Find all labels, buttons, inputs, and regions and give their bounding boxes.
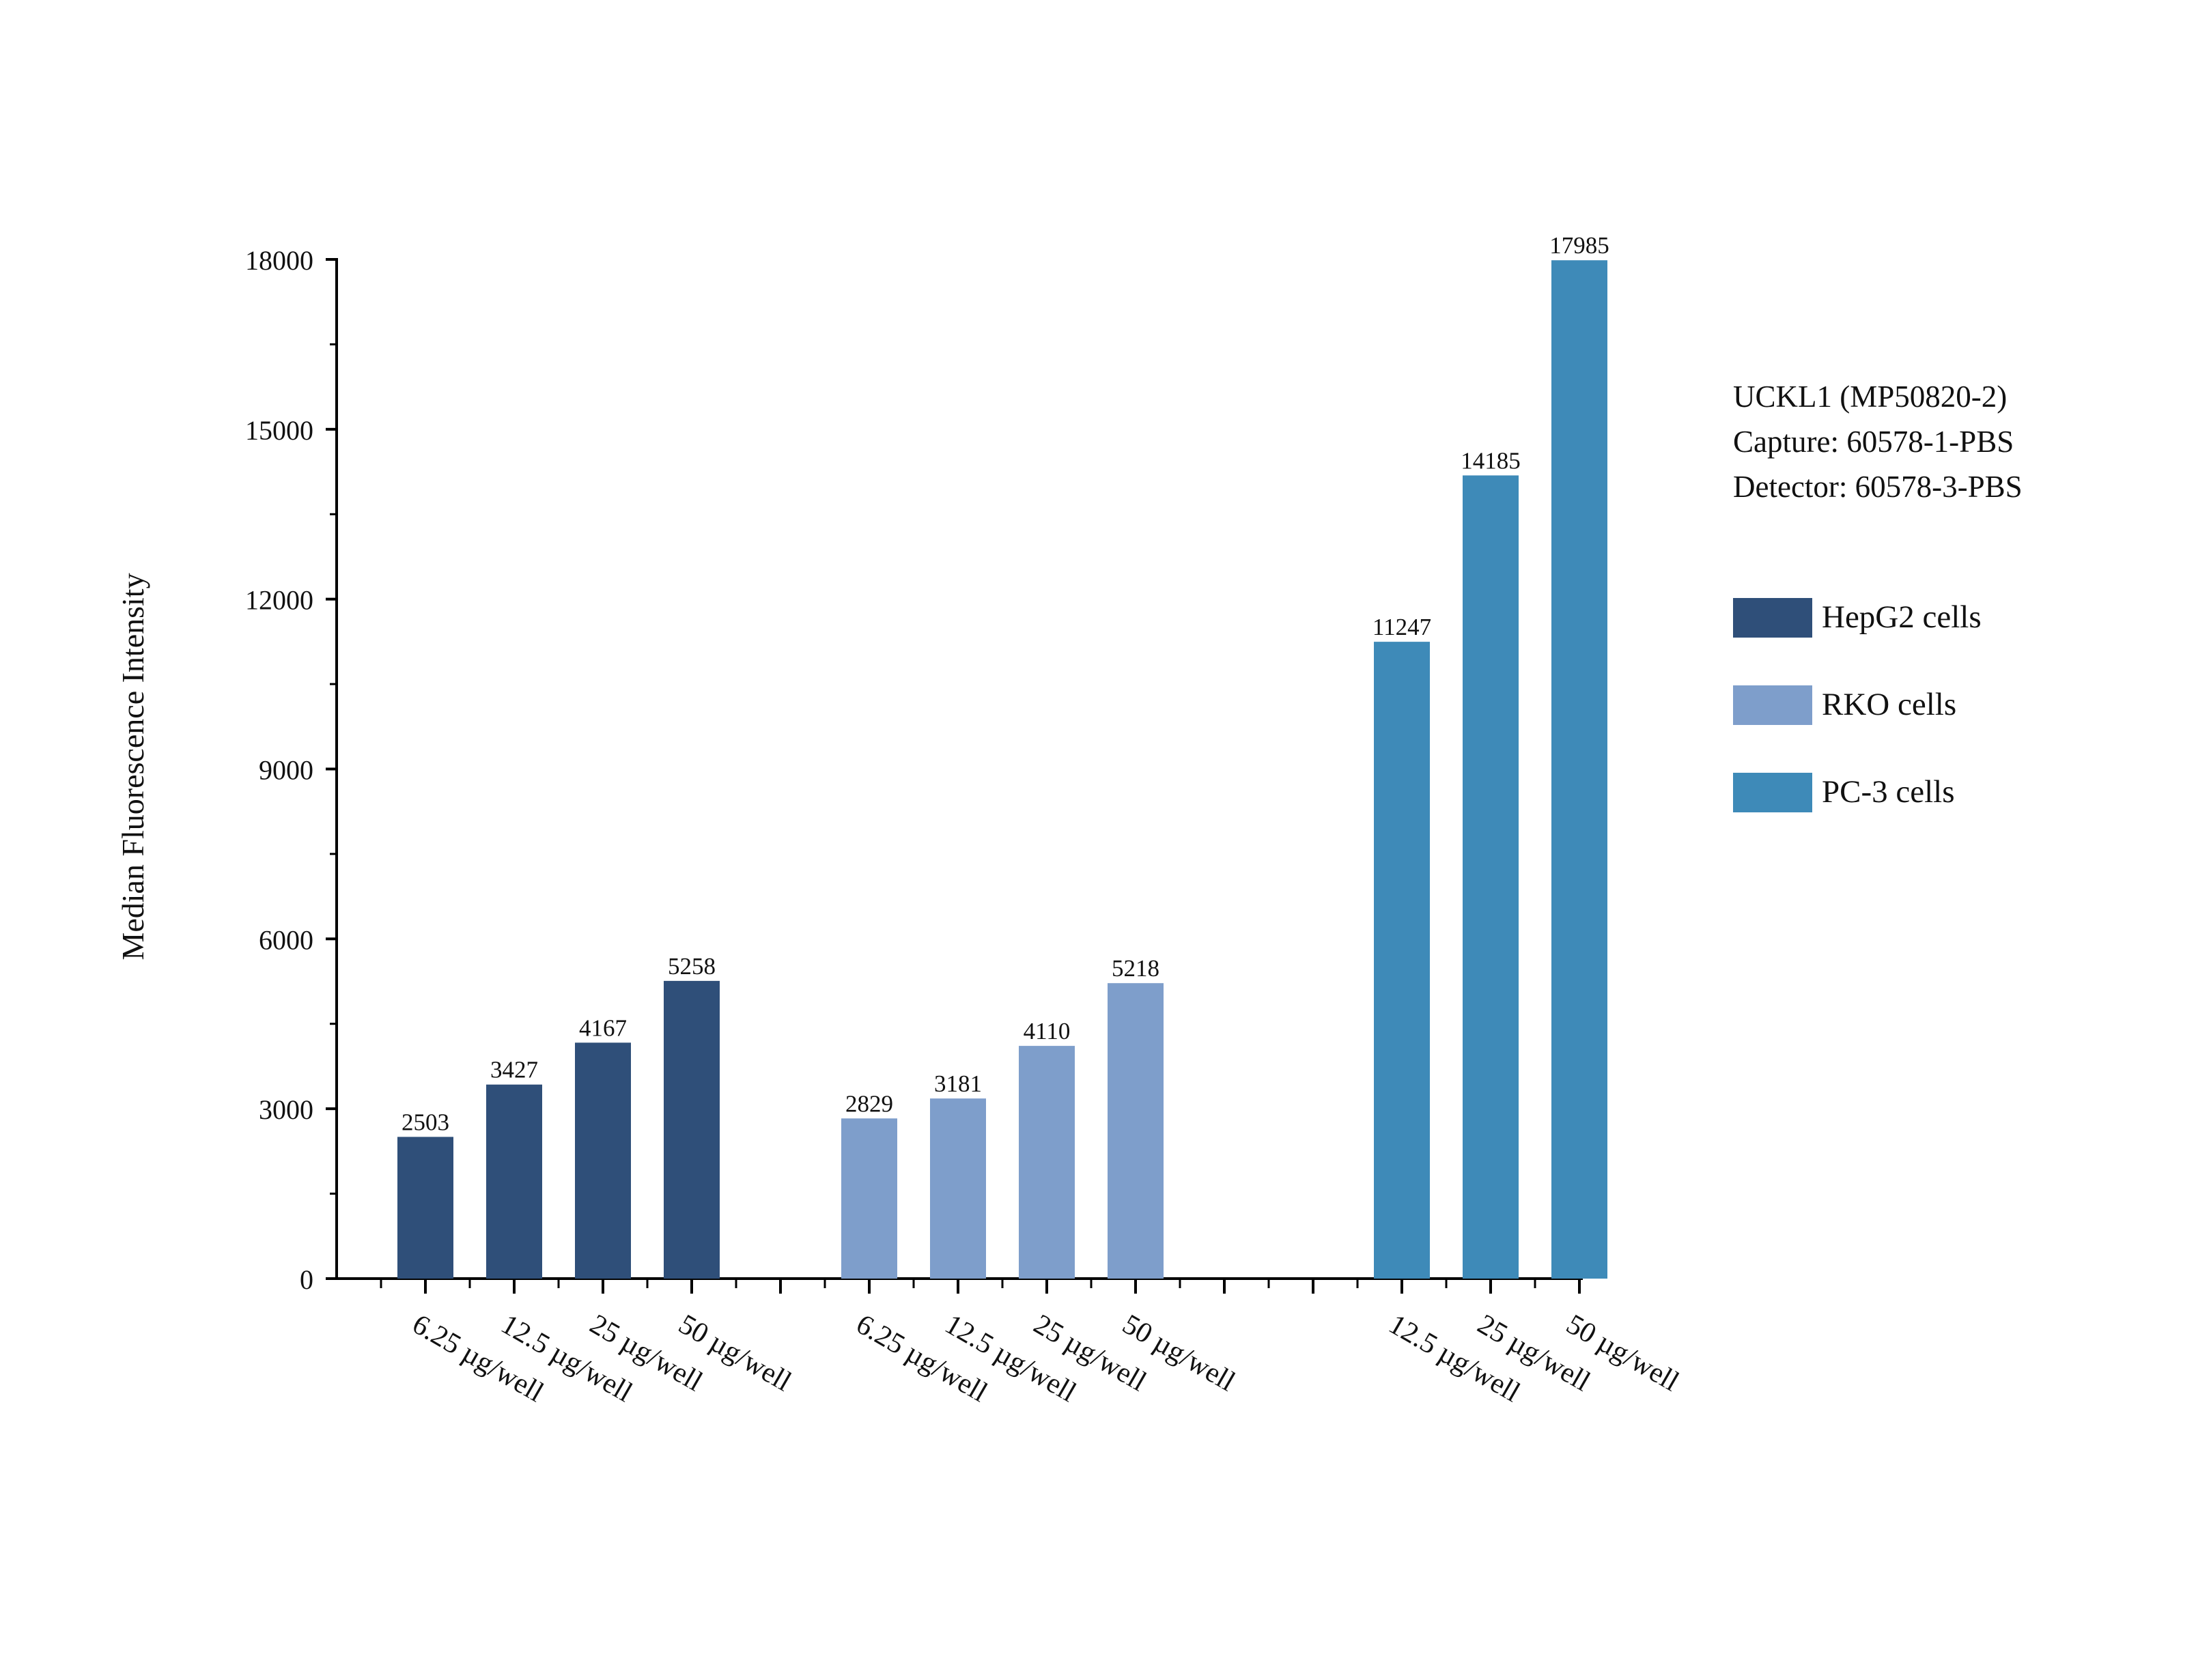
bar — [930, 1098, 986, 1279]
bar-value-label: 3181 — [934, 1070, 982, 1097]
bar — [486, 1084, 542, 1279]
legend-swatch — [1733, 773, 1812, 812]
legend-item-pc3: PC-3 cells — [1733, 770, 2196, 814]
bar — [1551, 260, 1607, 1279]
bars — [397, 260, 1607, 1279]
bar-value-label: 2829 — [845, 1090, 893, 1117]
bar — [664, 980, 720, 1279]
y-tick-label: 12000 — [245, 585, 313, 616]
legend-item-rko: RKO cells — [1733, 683, 2196, 726]
bar-value-label: 2503 — [402, 1109, 449, 1135]
bar-value-label: 4167 — [579, 1014, 627, 1041]
legend-swatch — [1733, 685, 1812, 725]
bar — [1374, 642, 1430, 1279]
axes: 0 3000 6000 9000 12000 15000 18000 — [245, 245, 1583, 1295]
legend-swatch — [1733, 598, 1812, 638]
legend-item-hepg2: HepG2 cells — [1733, 595, 2196, 639]
bar-value-label: 4110 — [1024, 1018, 1071, 1044]
bar — [1019, 1046, 1075, 1279]
bar-value-label: 5218 — [1112, 955, 1159, 982]
y-tick-label: 3000 — [259, 1094, 313, 1125]
legend-label: RKO cells — [1822, 687, 1957, 722]
bar — [1108, 983, 1164, 1279]
bar — [841, 1118, 897, 1279]
bar-value-label: 14185 — [1461, 447, 1521, 474]
bar — [397, 1137, 453, 1279]
y-tick-label: 15000 — [245, 415, 313, 446]
bar — [1463, 475, 1519, 1279]
y-tick-label: 9000 — [259, 755, 313, 786]
legend-label: HepG2 cells — [1822, 599, 1982, 635]
bar-value-label: 3427 — [490, 1057, 538, 1083]
y-tick-label: 0 — [300, 1264, 313, 1295]
y-tick-label: 18000 — [245, 245, 313, 276]
y-tick-label: 6000 — [259, 924, 313, 955]
info-line-detector: Detector: 60578-3-PBS — [1733, 470, 2023, 504]
info-line-capture: Capture: 60578-1-PBS — [1733, 425, 2014, 459]
legend-label: PC-3 cells — [1822, 774, 1955, 810]
bar-value-label: 11247 — [1372, 614, 1431, 640]
bar-value-label: 5258 — [668, 953, 716, 980]
chart-info: UCKL1 (MP50820-2) Capture: 60578-1-PBS D… — [1733, 374, 2023, 509]
info-line-protein: UCKL1 (MP50820-2) — [1733, 380, 2008, 414]
bar-value-label: 17985 — [1549, 232, 1609, 259]
bar — [575, 1042, 631, 1279]
y-axis-label: Median Fluorescence Intensity — [115, 573, 150, 960]
